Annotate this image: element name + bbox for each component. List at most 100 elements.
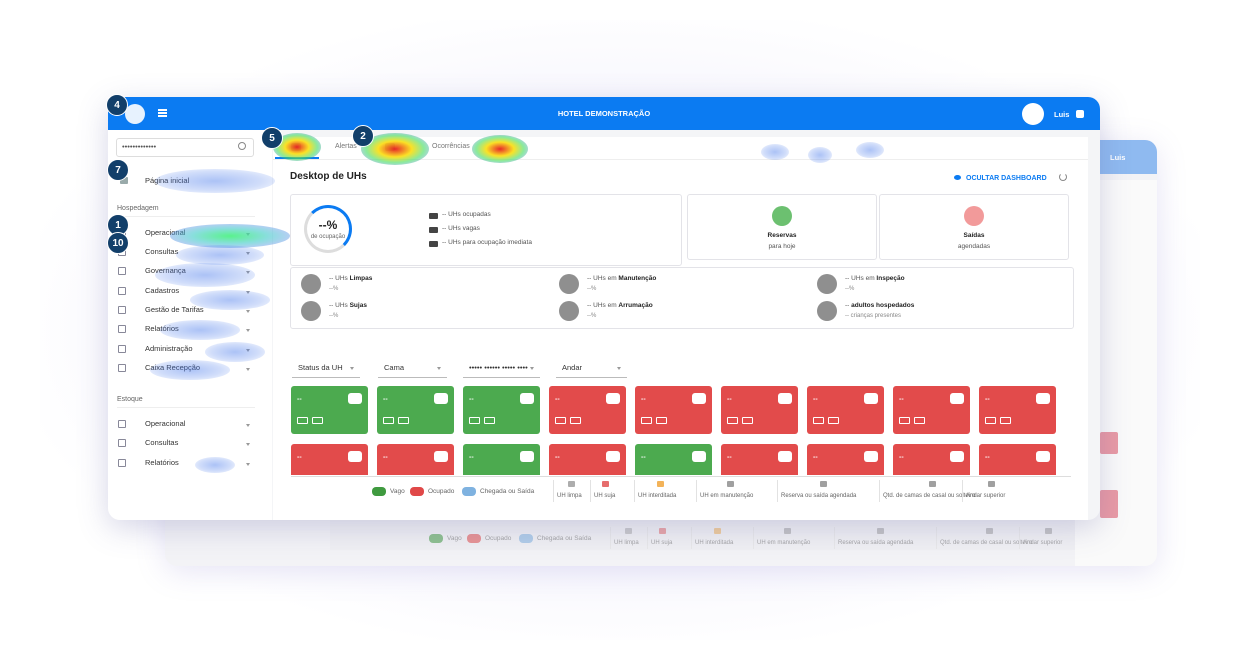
legend-label: Vago [447,535,462,542]
room-card[interactable]: -- [377,386,454,434]
tab[interactable]: Ocorrências [432,143,470,150]
occupancy-icon [429,227,438,233]
search-text[interactable]: ••••••••••••• [122,142,157,151]
menu-expand[interactable] [246,233,250,236]
room-card[interactable]: -- [635,386,712,434]
room-card[interactable]: -- [463,444,540,475]
room-card[interactable]: -- [549,444,626,475]
filter-caret[interactable] [350,367,354,370]
filter-select[interactable]: Status da UH [298,363,343,372]
room-number: -- [899,454,904,461]
legend-label: Chegada ou Saída [480,488,535,495]
room-card[interactable]: -- [463,386,540,434]
menu-icon [118,306,126,314]
tab[interactable]: Alertas [335,143,357,150]
summary-card: Reservas para hoje [687,194,877,260]
menu-expand[interactable] [246,349,250,352]
menu-item[interactable]: Página inicial [145,176,190,185]
hotel-name[interactable]: HOTEL DEMONSTRAÇÃO [557,109,651,118]
menu-item[interactable]: Operacional [145,419,186,428]
menu-expand[interactable] [246,310,250,313]
legend-separator [879,480,880,502]
legend-swatch [372,487,386,496]
section-title: Desktop de UHs [290,171,367,182]
menu-item[interactable]: Cadastros [145,286,180,295]
menu-expand[interactable] [246,368,250,371]
room-card[interactable]: -- [549,386,626,434]
room-number: -- [813,396,818,403]
stat-bold: Limpas [349,275,373,282]
filter-select[interactable]: Andar [562,363,583,372]
tab-icon[interactable] [291,143,301,151]
menu-item[interactable]: Administração [145,344,193,353]
logo[interactable] [125,104,145,124]
user-menu[interactable] [1076,110,1084,118]
bed-icon [570,417,581,424]
avatar[interactable] [1022,103,1044,125]
room-card[interactable]: -- [291,386,368,434]
room-card[interactable]: -- [721,444,798,475]
menu-item[interactable]: Gestão de Tarifas [145,305,204,314]
menu-expand[interactable] [246,463,250,466]
filter-caret[interactable] [530,367,534,370]
menu-item[interactable]: Relatórios [145,324,179,333]
sidebar: ••••••••••••• Página inicial Hospedagem O… [108,130,272,520]
menu-item[interactable]: Governança [145,266,186,275]
legend-swatch [462,487,476,496]
room-card[interactable]: -- [291,444,368,475]
menu-expand[interactable] [246,291,250,294]
menu-expand[interactable] [246,329,250,332]
room-card[interactable]: -- [893,386,970,434]
bed-icon [641,417,652,424]
room-card[interactable]: -- [377,444,454,475]
refresh-button[interactable] [1059,173,1067,181]
filter-select[interactable]: Cama [384,363,405,372]
room-number: -- [383,396,388,403]
filter-underline [292,377,360,378]
hide-dashboard-button[interactable]: OCULTAR DASHBOARD [966,175,1047,182]
eye-icon[interactable] [954,175,961,180]
menu-item[interactable]: Operacional [145,228,186,237]
scrollbar-line [291,476,1071,477]
tab-divider [273,159,1088,160]
room-check [348,393,362,404]
card-icon [964,206,984,226]
user-name[interactable]: Luis [1054,110,1070,119]
room-card[interactable]: -- [893,444,970,475]
heatmap-marker: 2 [352,125,374,147]
menu-expand[interactable] [246,252,250,255]
tab-icon[interactable] [385,143,395,151]
legend-label: UH em manutenção [757,540,811,546]
search-icon[interactable] [238,142,246,150]
stat-text: -- [845,302,852,309]
legend-icon [1045,528,1052,534]
menu-item[interactable]: Relatórios [145,458,179,467]
room-card[interactable]: -- [807,444,884,475]
room-card[interactable]: -- [979,386,1056,434]
card-subtitle: agendadas [957,243,991,250]
filter-underline [378,377,447,378]
menu-button[interactable] [158,109,167,111]
filter-caret[interactable] [617,367,621,370]
menu-item[interactable]: Consultas [145,438,179,447]
room-number: -- [985,454,990,461]
room-card[interactable]: -- [979,444,1056,475]
room-card[interactable]: -- [807,386,884,434]
room-card[interactable]: -- [721,386,798,434]
menu-item[interactable]: Consultas [145,247,179,256]
stat-label: -- UHs Limpas [329,274,372,284]
menu-expand[interactable] [246,424,250,427]
legend-separator [634,480,635,502]
filter-caret[interactable] [437,367,441,370]
card-subtitle: para hoje [768,243,796,250]
room-card[interactable]: -- [635,444,712,475]
top-bar: HOTEL DEMONSTRAÇÃO Luis [108,97,1100,130]
menu-item[interactable]: Caixa Recepção [145,363,201,372]
menu-expand[interactable] [246,443,250,446]
menu-expand[interactable] [246,271,250,274]
filter-select[interactable]: ••••• •••••• ••••• •••• [469,363,528,372]
bed-icon [656,417,667,424]
search-box[interactable] [116,138,254,157]
content: Desktop de UHs OCULTAR DASHBOARD Alertas… [273,137,1088,520]
